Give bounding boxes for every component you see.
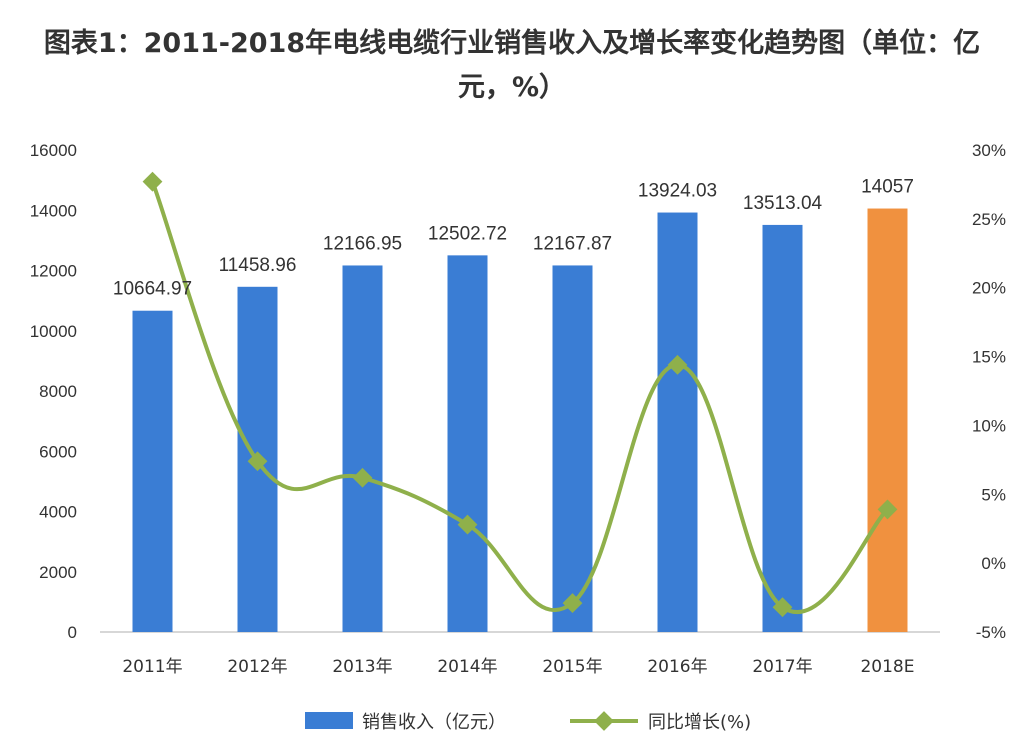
- growth-point-marker: [772, 597, 793, 618]
- chart-title: 图表1：2011-2018年电线电缆行业销售收入及增长率变化趋势图（单位：亿元，…: [43, 28, 981, 103]
- y-left-tick-label: 0: [68, 623, 77, 642]
- y-right-tick-label: 20%: [972, 279, 1006, 298]
- bar-data-label: 11458.96: [219, 255, 297, 276]
- y-right-tick-label: 10%: [972, 416, 1006, 435]
- bar: [132, 310, 173, 632]
- y-right-tick-label: -5%: [976, 623, 1006, 642]
- bar: [447, 255, 488, 632]
- y-right-tick-label: 0%: [981, 554, 1006, 573]
- y-left-tick-label: 4000: [39, 503, 77, 522]
- bar: [867, 208, 908, 632]
- bar-data-label: 13513.04: [743, 193, 823, 214]
- x-tick-label: 2011年: [122, 657, 182, 677]
- axes-layer: 0 2000 4000 6000 8000 10000 12000 14000 16000 -5%…: [30, 141, 1006, 677]
- bar: [657, 212, 698, 633]
- y-left-tick-label: 14000: [30, 201, 77, 220]
- x-tick-label: 2018E: [860, 657, 914, 677]
- growth-point-marker: [877, 499, 898, 520]
- x-tick-label: 2014年: [437, 657, 497, 677]
- y-left-tick-label: 16000: [30, 141, 77, 160]
- y-right-tick-label: 25%: [972, 210, 1006, 229]
- x-tick-label: 2012年: [227, 657, 287, 677]
- y-left-tick-label: 8000: [39, 382, 77, 401]
- bar-data-label: 12166.95: [323, 233, 402, 254]
- x-tick-label: 2016年: [647, 657, 707, 677]
- growth-point-marker: [247, 451, 268, 472]
- x-tick-label: 2017年: [752, 657, 812, 677]
- y-right-tick-label: 5%: [981, 485, 1006, 504]
- bar-data-label: 10664.97: [113, 279, 192, 300]
- y-left-tick-label: 10000: [30, 322, 77, 341]
- bar-data-label: 12502.72: [428, 223, 507, 244]
- bars-layer: [132, 208, 908, 633]
- legend-line-marker: [594, 711, 614, 731]
- x-tick-label: 2013年: [332, 657, 392, 677]
- y-left-tick-label: 12000: [30, 262, 77, 281]
- bar: [762, 224, 803, 632]
- y-left-tick-label: 2000: [39, 563, 77, 582]
- legend: 销售收入（亿元） 同比增长(%): [305, 711, 751, 733]
- bar: [342, 265, 383, 632]
- growth-point-marker: [352, 467, 373, 488]
- growth-point-marker: [667, 354, 688, 375]
- legend-bar-label: 销售收入（亿元）: [362, 712, 506, 733]
- y-left-tick-label: 6000: [39, 442, 77, 461]
- growth-point-marker: [142, 171, 163, 192]
- bar-data-label: 14057: [861, 177, 914, 198]
- growth-point-marker: [562, 593, 583, 613]
- bar: [552, 265, 593, 632]
- y-right-tick-label: 30%: [972, 141, 1006, 160]
- bar-data-label: 12167.87: [533, 233, 612, 254]
- legend-bar-swatch: [305, 712, 353, 729]
- bar-data-label: 13924.03: [638, 181, 717, 202]
- legend-line-label: 同比增长(%): [648, 712, 751, 733]
- x-tick-label: 2015年: [542, 657, 602, 677]
- growth-point-marker: [457, 514, 478, 535]
- y-right-tick-label: 15%: [972, 348, 1006, 367]
- growth-line-layer: [142, 171, 898, 618]
- data-labels-layer: 10664.97 11458.96 12166.95 12502.72 12167.87…: [113, 177, 914, 300]
